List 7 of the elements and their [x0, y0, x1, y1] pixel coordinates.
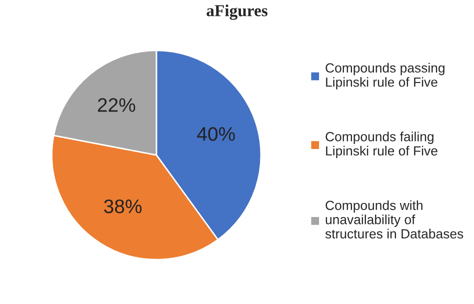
legend-label: Compounds with unavailability of structures in Databases — [325, 200, 464, 238]
data-label: 22% — [98, 98, 136, 112]
data-label: 40% — [197, 127, 235, 141]
chart-title: aFigures — [206, 4, 268, 20]
data-label: 38% — [104, 199, 142, 214]
legend-label: Compounds failing Lipinski rule of Five — [326, 132, 438, 158]
legend-label: Compounds passing Lipinski rule of Five — [326, 62, 444, 90]
